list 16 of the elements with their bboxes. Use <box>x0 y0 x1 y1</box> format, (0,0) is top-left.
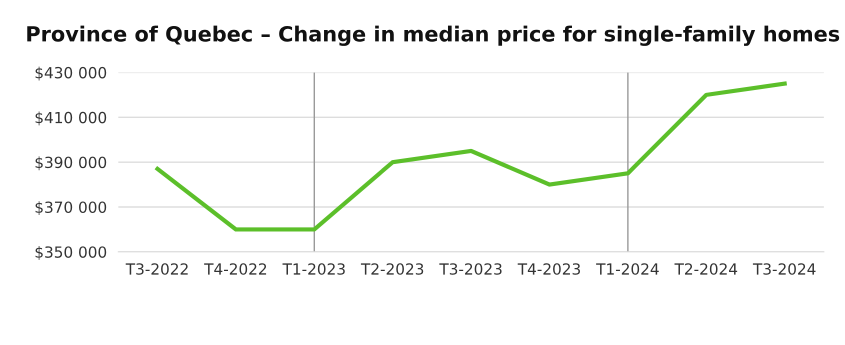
y-tick-label: $370 000 <box>36 201 106 216</box>
x-tick-label: T3-2024 <box>752 263 816 275</box>
x-tick-label: T1-2024 <box>596 263 659 275</box>
x-tick-label: T4-2023 <box>518 263 580 275</box>
x-tick-label: T4-2022 <box>204 263 266 275</box>
x-tick-label: T2-2024 <box>674 263 738 275</box>
x-tick-label: T2-2023 <box>360 263 424 275</box>
x-tick-label: T3-2022 <box>126 263 188 275</box>
y-tick-label: $430 000 <box>36 66 106 80</box>
chart-title: Province of Quebec – Change in median price for single-family homes <box>27 26 840 46</box>
y-tick-label: $350 000 <box>36 246 106 260</box>
x-tick-label: T1-2023 <box>282 263 345 275</box>
y-tick-label: $410 000 <box>36 111 106 126</box>
x-tick-label: T3-2023 <box>439 263 502 275</box>
line-series <box>155 82 787 232</box>
y-tick-label: $390 000 <box>36 156 106 170</box>
